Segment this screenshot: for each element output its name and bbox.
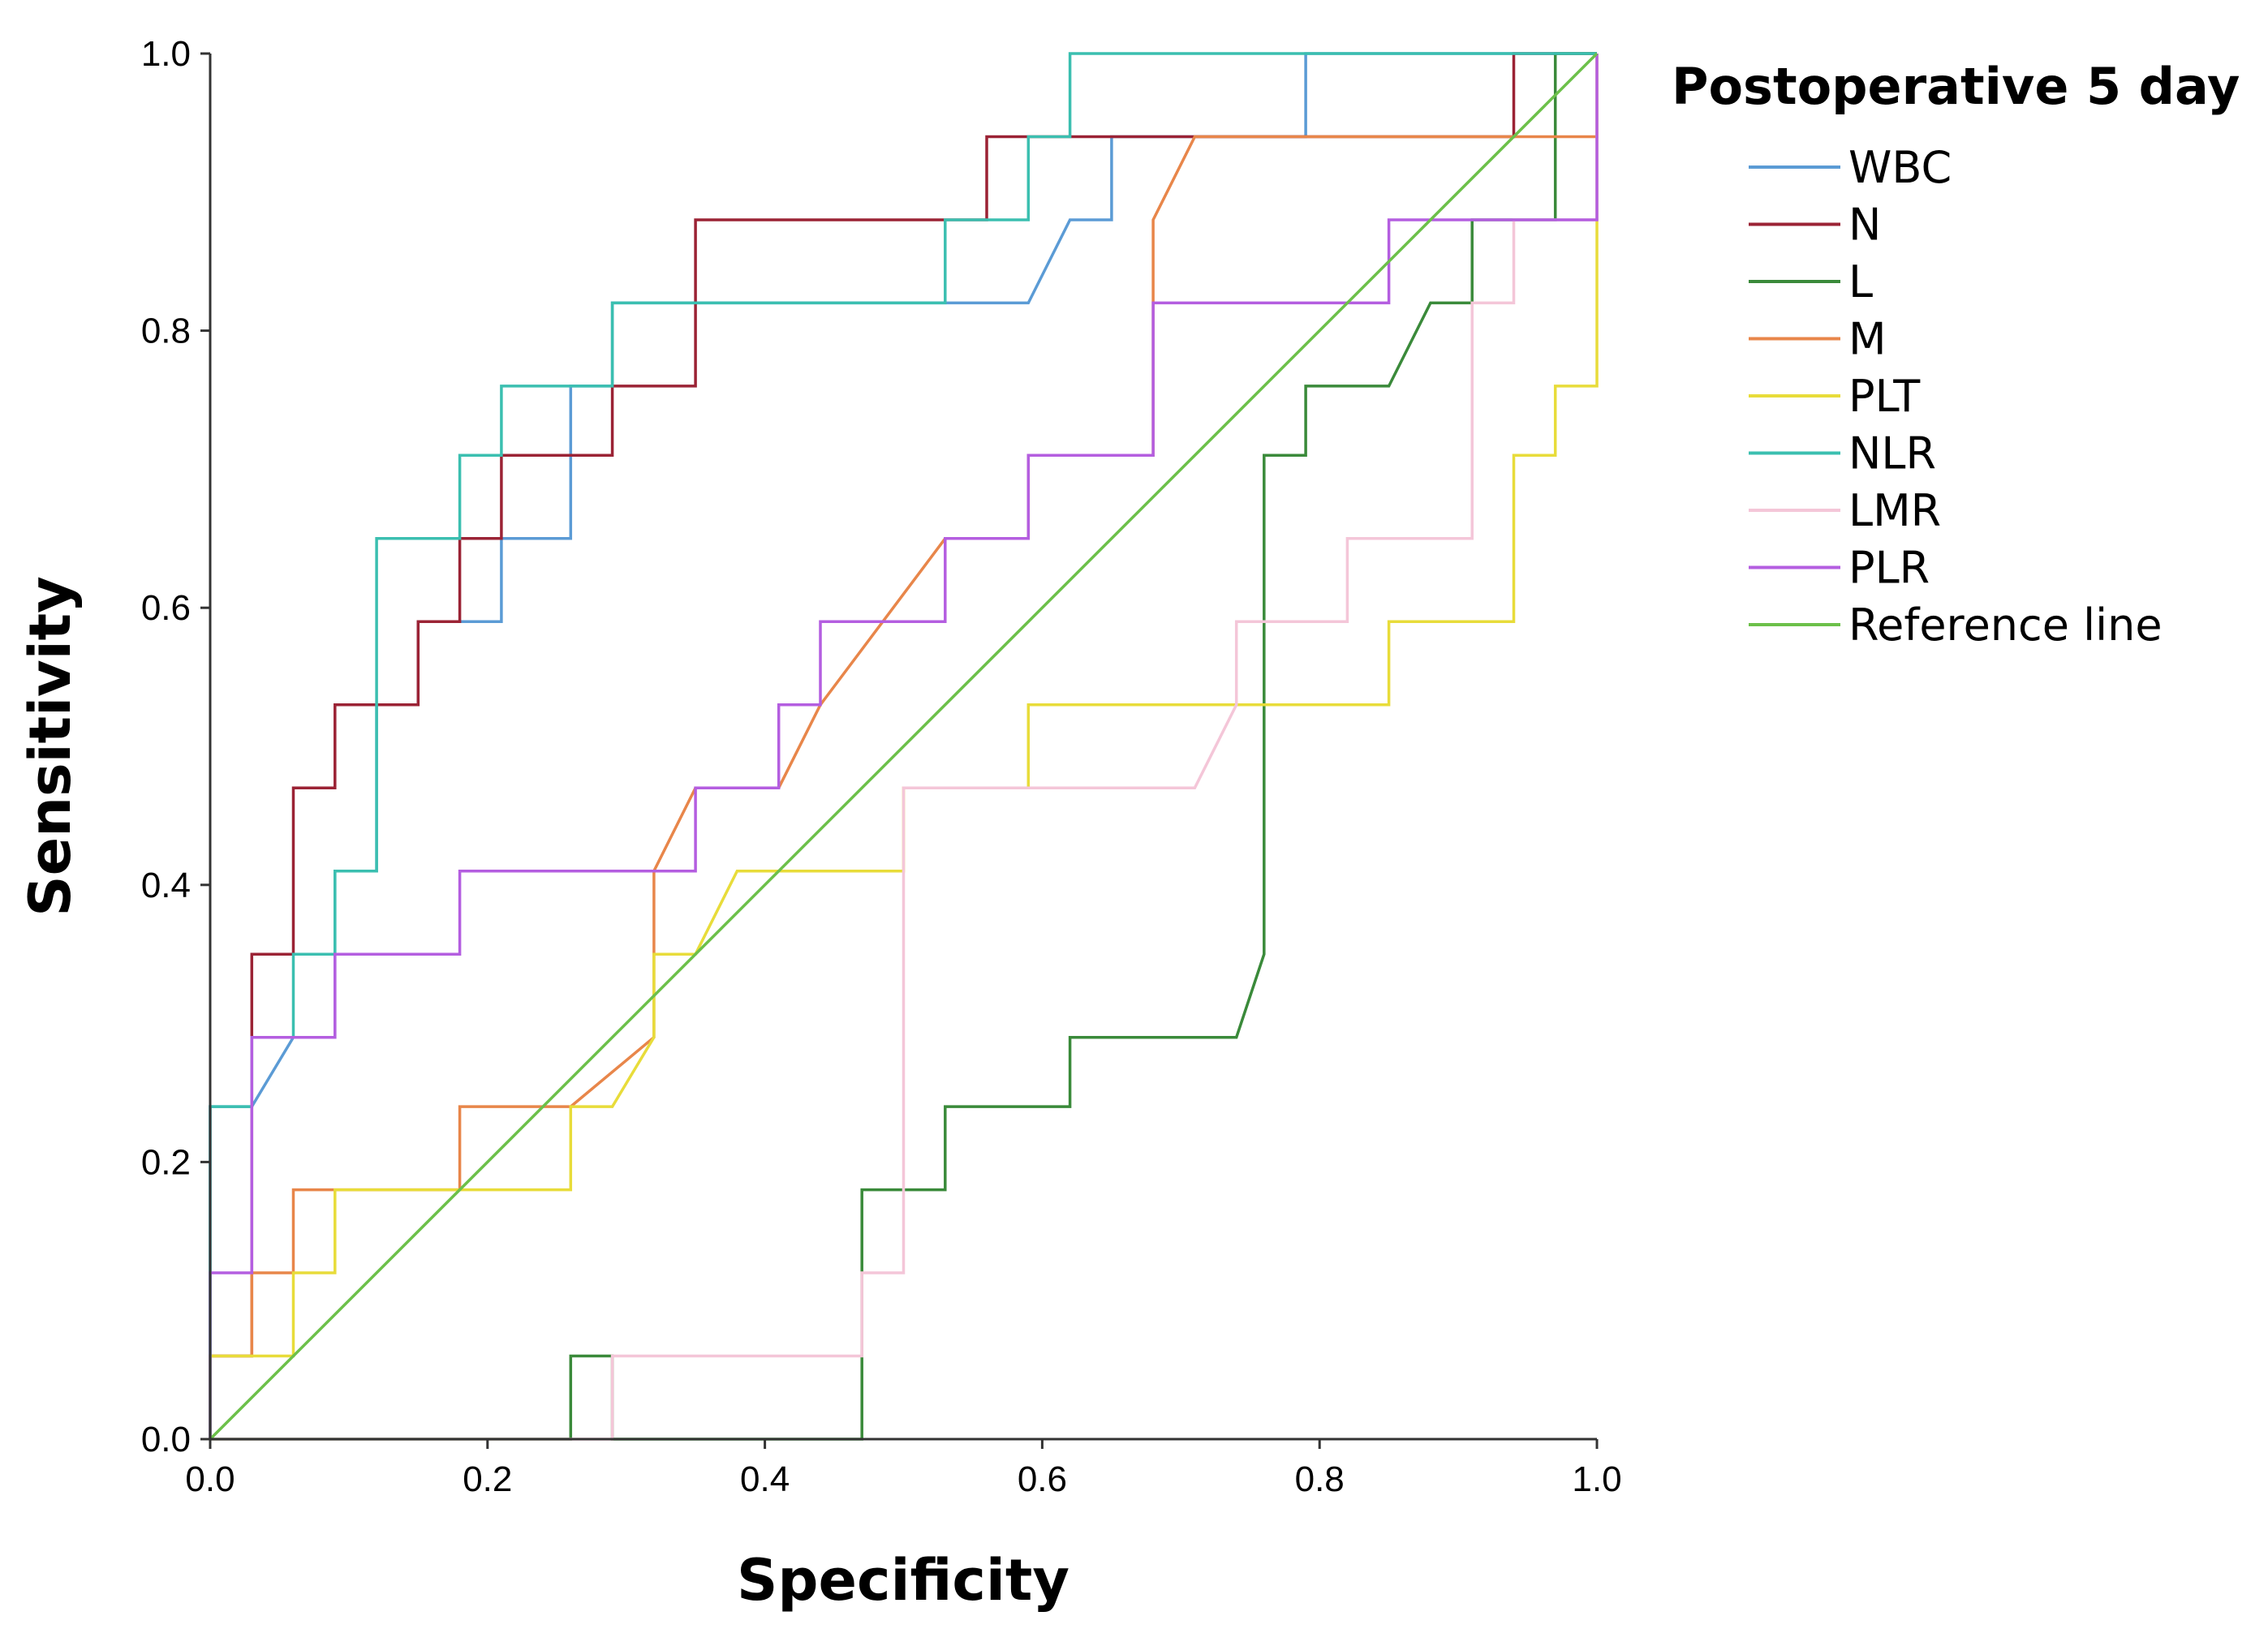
legend-item-plt: PLT xyxy=(1749,371,1921,422)
x-tick-label: 0.0 xyxy=(185,1459,235,1499)
legend-label: M xyxy=(1848,314,1887,365)
y-tick-label: 0.0 xyxy=(141,1420,191,1459)
x-axis-title: Specificity xyxy=(737,1547,1069,1614)
x-tick-label: 0.8 xyxy=(1295,1459,1345,1499)
legend-label: L xyxy=(1848,256,1873,307)
legend-label: NLR xyxy=(1848,428,1936,479)
roc-curve-reference-line xyxy=(209,52,1599,1441)
y-tick-label: 0.6 xyxy=(141,588,191,628)
legend-item-lmr: LMR xyxy=(1749,485,1941,536)
y-tick-label: 0.2 xyxy=(141,1142,191,1182)
legend: Postoperative 5 day WBC NLM PLT NLR LMR PLR Re… xyxy=(1672,57,2240,651)
legend-title: Postoperative 5 day xyxy=(1672,57,2240,116)
roc-curve-plt xyxy=(209,54,1599,1439)
x-tick-label: 1.0 xyxy=(1572,1459,1621,1499)
legend-item-l: L xyxy=(1749,256,1873,307)
x-tick-label: 0.6 xyxy=(1018,1459,1067,1499)
plot-lines xyxy=(209,52,1599,1441)
legend-items: WBC NLM PLT NLR LMR PLR Reference line xyxy=(1749,142,2163,651)
x-tick-label: 0.4 xyxy=(740,1459,790,1499)
legend-item-reference-line: Reference line xyxy=(1749,600,2163,651)
legend-label: WBC xyxy=(1848,142,1952,193)
legend-label: PLR xyxy=(1848,543,1930,594)
legend-item-n: N xyxy=(1749,200,1881,251)
y-ticks: 0.0 0.2 0.4 0.6 0.8 1.0 xyxy=(141,34,210,1459)
legend-item-nlr: NLR xyxy=(1749,428,1936,479)
legend-item-plr: PLR xyxy=(1749,543,1930,594)
legend-label: PLT xyxy=(1848,371,1921,422)
legend-item-wbc: WBC xyxy=(1749,142,1952,193)
y-tick-label: 0.4 xyxy=(141,866,191,905)
legend-item-m: M xyxy=(1749,314,1887,365)
roc-curve-plr xyxy=(209,54,1599,1439)
roc-curve-lmr xyxy=(210,54,1599,1441)
y-tick-label: 1.0 xyxy=(141,34,191,74)
y-axis-title: Sensitivity xyxy=(17,576,84,917)
legend-label: N xyxy=(1848,200,1881,251)
axes: 0.0 0.2 0.4 0.6 0.8 1.0 0.0 0.2 0.4 0.6 0.8 1.0 xyxy=(141,34,1622,1499)
y-tick-label: 0.8 xyxy=(141,312,191,351)
x-ticks: 0.0 0.2 0.4 0.6 0.8 1.0 xyxy=(185,1439,1622,1499)
legend-label: LMR xyxy=(1848,485,1941,536)
x-tick-label: 0.2 xyxy=(463,1459,512,1499)
legend-label: Reference line xyxy=(1848,600,2163,651)
